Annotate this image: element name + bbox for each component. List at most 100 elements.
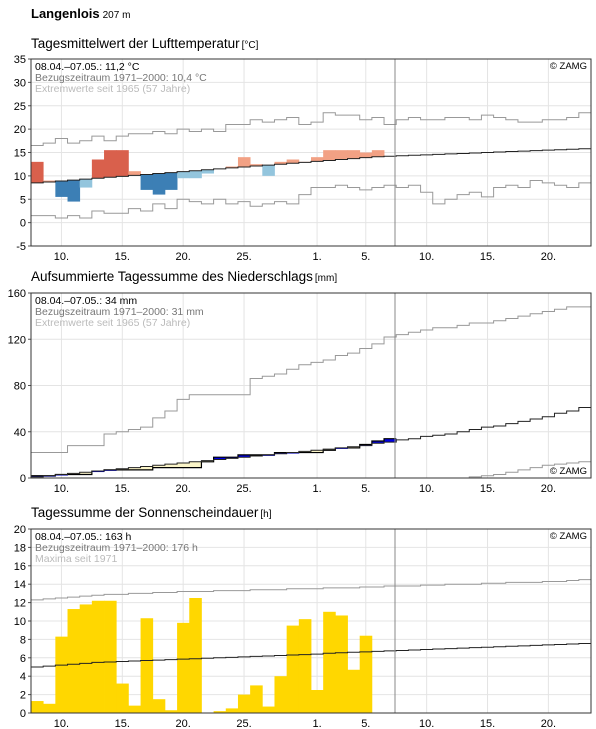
sunshine-copyright: © ZAMG [550, 531, 587, 542]
temperature-anomaly-bar-12 [177, 171, 190, 179]
sunshine-info-2: Maxima seit 1971 [35, 553, 117, 565]
sunshine-ytick-label-2: 4 [20, 671, 26, 683]
temperature-anomaly-bar-14 [201, 169, 214, 174]
sunshine-ytick-label-9: 18 [14, 542, 26, 554]
precipitation-info-1: Bezugszeitraum 1971–2000: 31 mm [35, 306, 204, 318]
temperature-ytick-label-8: 35 [14, 54, 26, 66]
temperature-anomaly-bar-6 [104, 150, 117, 178]
sunshine-ytick-label-7: 14 [14, 579, 26, 591]
precipitation-xtick-label-0: 10. [54, 483, 69, 495]
sunshine-xtick-label-0: 10. [54, 718, 69, 729]
temperature-xtick-label-5: 5. [361, 251, 370, 263]
sunshine-bar-15 [213, 711, 227, 713]
precipitation-ytick-label-3: 120 [8, 334, 26, 346]
precipitation-cumulative-bar-12 [177, 462, 190, 468]
sunshine-bar-18 [250, 685, 263, 713]
sunshine-ytick-label-5: 10 [14, 616, 26, 628]
temperature-ytick-label-3: 10 [14, 171, 26, 183]
temperature-ytick-label-1: 0 [20, 218, 26, 230]
temperature-anomaly-bar-3 [67, 180, 81, 202]
sunshine-bar-8 [128, 705, 141, 713]
sunshine-bar-5 [91, 600, 105, 713]
sunshine-ytick-label-4: 8 [20, 634, 26, 646]
temperature-min-extreme-line [31, 180, 591, 219]
precipitation-xtick-label-4: 1. [312, 483, 321, 495]
precipitation-title: Aufsummierte Tagessumme des Niederschlag… [31, 269, 337, 284]
precipitation-copyright: © ZAMG [550, 466, 587, 477]
temperature-xtick-label-6: 10. [419, 251, 434, 263]
sunshine-bar-7 [116, 683, 129, 713]
sunshine-bar-16 [225, 708, 239, 713]
temperature-anomaly-bar-9 [140, 174, 154, 190]
sunshine-xtick-label-6: 10. [419, 718, 434, 729]
precipitation-cumulative-bar-23 [311, 450, 324, 453]
temperature-anomaly-bar-11 [164, 172, 178, 190]
precipitation-xtick-label-2: 20. [176, 483, 191, 495]
temperature-anomaly-bar-13 [189, 170, 202, 179]
precipitation-cumulative-bar-15 [213, 457, 227, 460]
precipitation-max-extreme-line [31, 306, 591, 454]
temperature-ytick-label-0: -5 [16, 241, 26, 253]
temperature-xtick-label-7: 15. [480, 251, 495, 263]
sunshine-bar-11 [164, 710, 178, 713]
sunshine-frame [30, 528, 592, 714]
sunshine-bar-20 [274, 676, 288, 713]
precipitation-xtick-label-3: 25. [236, 483, 251, 495]
precipitation-chart: 0 40 80 120 160 10. 15. 20. 25. 1. 5. 10. 15. 20. 08.0… [8, 288, 592, 495]
station-elevation: 207 m [102, 10, 131, 21]
precipitation-cumulative-bar-10 [152, 465, 166, 468]
temperature-ytick-label-4: 15 [14, 148, 26, 160]
temperature-xtick-label-2: 20. [176, 251, 191, 263]
sunshine-xtick-label-7: 15. [480, 718, 495, 729]
temperature-xtick-label-0: 10. [54, 251, 69, 263]
sunshine-bar-24 [323, 611, 336, 713]
precipitation-cumulative-bar-17 [237, 454, 251, 458]
sunshine-xtick-label-3: 25. [236, 718, 251, 729]
sunshine-bar-21 [286, 625, 300, 713]
sunshine-bar-13 [189, 598, 202, 713]
precipitation-ytick-label-0: 0 [20, 473, 26, 485]
sunshine-ytick-label-6: 12 [14, 598, 26, 610]
precipitation-unit: [mm] [314, 273, 338, 284]
temperature-anomaly-bar-28 [371, 150, 385, 157]
temperature-anomaly-bar-2 [55, 181, 68, 197]
temperature-ytick-label-7: 30 [14, 77, 26, 89]
temperature-anomaly-bar-24 [323, 150, 336, 161]
station-name: Langenlois [31, 6, 100, 21]
precipitation-observed-line [31, 438, 397, 477]
sunshine-info-1: Bezugszeitraum 1971–2000: 176 h [35, 542, 198, 554]
sunshine-normal-line [31, 643, 591, 668]
temperature-anomaly-bar-5 [91, 159, 105, 179]
sunshine-title-text: Tagessumme der Sonnenscheindauer [31, 505, 259, 520]
temperature-anomaly-bar-16 [225, 166, 239, 168]
sunshine-bar-2 [55, 636, 68, 713]
temperature-xtick-label-3: 25. [236, 251, 251, 263]
temperature-max-extreme-line [31, 112, 591, 146]
temperature-copyright: © ZAMG [550, 61, 587, 72]
sunshine-max-extreme-line [31, 579, 591, 601]
sunshine-bar-3 [67, 609, 81, 713]
sunshine-xtick-label-8: 20. [541, 718, 556, 729]
precipitation-info-0: 08.04.–07.05.: 34 mm [35, 295, 137, 307]
precipitation-cumulative-bar-4 [79, 472, 93, 475]
temperature-anomaly-bar-18 [250, 164, 263, 167]
temperature-xtick-label-8: 20. [541, 251, 556, 263]
precipitation-cumulative-bar-8 [128, 467, 141, 470]
sunshine-title: Tagessumme der Sonnenscheindauer [h] [31, 505, 272, 520]
sunshine-chart: 0 2 4 6 8 10 12 14 16 18 20 10. 15. 20. 25. 1. 5. 10. 15. 2… [14, 524, 592, 729]
temperature-ytick-label-2: 5 [20, 194, 26, 206]
temperature-anomaly-bar-17 [237, 157, 251, 167]
temperature-anomaly-bar-10 [152, 173, 166, 195]
temperature-info-0: 08.04.–07.05.: 11,2 °C [35, 61, 140, 73]
precipitation-cumulative-bar-9 [140, 466, 154, 470]
sunshine-bar-9 [140, 618, 154, 713]
sunshine-bar-6 [104, 600, 117, 713]
temperature-anomaly-bar-26 [347, 150, 361, 159]
station-header: Langenlois 207 m [31, 6, 130, 21]
precipitation-xtick-label-8: 20. [541, 483, 556, 495]
sunshine-ytick-label-10: 20 [14, 524, 26, 536]
precipitation-xtick-label-1: 15. [115, 483, 130, 495]
sunshine-xtick-label-4: 1. [312, 718, 321, 729]
precipitation-cumulative-bar-13 [189, 461, 202, 468]
